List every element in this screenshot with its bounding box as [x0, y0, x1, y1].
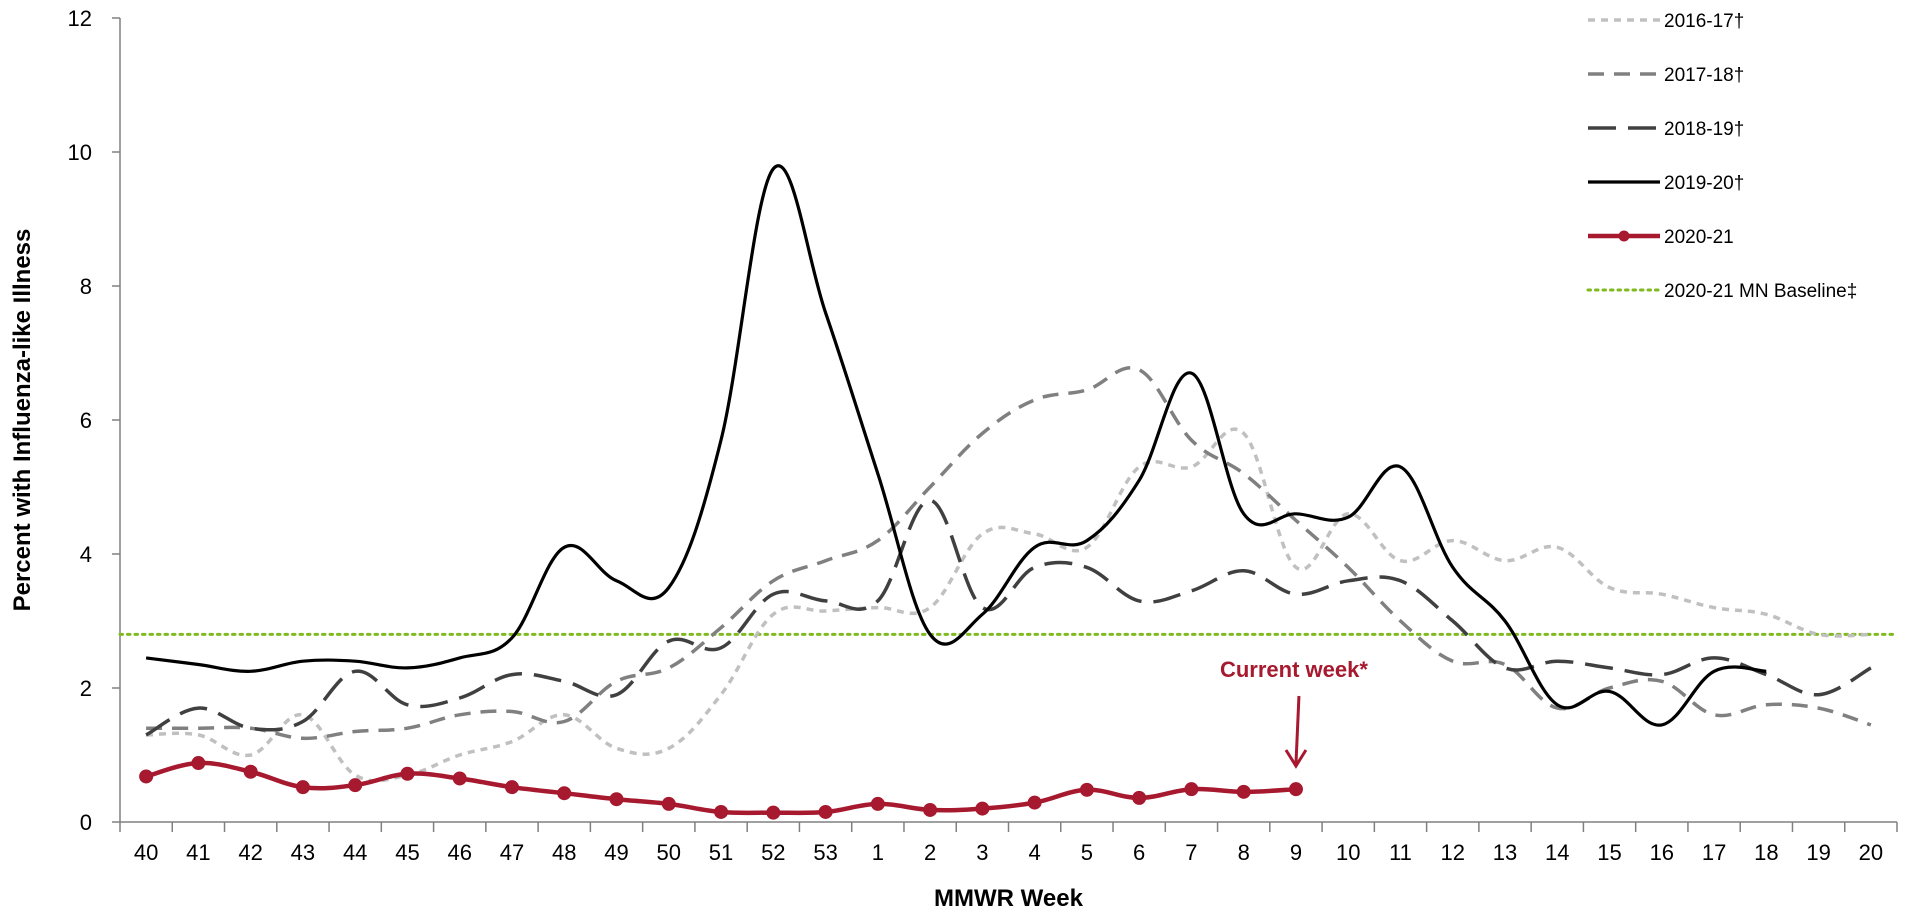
x-tick-label: 10	[1336, 840, 1360, 865]
x-tick-label: 2	[924, 840, 936, 865]
series-2017-18	[146, 366, 1872, 741]
data-point	[1079, 782, 1094, 797]
y-axis-title: Percent with Influenza-like Illness	[9, 229, 36, 612]
series-2018-19	[145, 498, 1872, 737]
y-tick-label: 12	[68, 6, 92, 31]
x-tick-label: 44	[343, 840, 367, 865]
x-tick-label: 40	[134, 840, 158, 865]
data-point	[661, 796, 676, 811]
series-2020-21	[139, 756, 1303, 820]
x-tick-label: 6	[1133, 840, 1145, 865]
y-ticks: 0 2 4 6 8 10 12	[68, 6, 120, 835]
series-layer	[118, 164, 1899, 820]
legend-label: 2019-20†	[1664, 173, 1744, 194]
current-week-annotation: Current week*	[1220, 657, 1368, 682]
data-point	[609, 792, 624, 807]
data-point	[714, 804, 729, 819]
legend-label: 2017-18†	[1664, 65, 1744, 86]
legend-label: 2016-17†	[1664, 11, 1744, 32]
x-tick-label: 15	[1597, 840, 1621, 865]
series-2019-20	[145, 164, 1767, 727]
legend-label: 2018-19†	[1664, 119, 1744, 140]
data-point	[975, 801, 990, 816]
y-tick-label: 10	[68, 140, 92, 165]
y-tick-label: 6	[80, 408, 92, 433]
current-week-arrow	[1294, 695, 1301, 765]
x-tick-label: 48	[552, 840, 576, 865]
data-point	[818, 804, 833, 819]
data-point	[766, 805, 781, 820]
x-tick-label: 1	[872, 840, 884, 865]
legend: 2016-17† 2017-18† 2018-19† 2019-20† 2020-21 2…	[1586, 11, 1857, 302]
x-tick-label: 42	[238, 840, 262, 865]
x-tick-label: 8	[1238, 840, 1250, 865]
x-tick-label: 4	[1029, 840, 1041, 865]
legend-label: 2020-21	[1664, 227, 1734, 248]
x-tick-label: 16	[1650, 840, 1674, 865]
x-tick-label: 17	[1702, 840, 1726, 865]
data-point	[923, 802, 938, 817]
data-point	[1184, 782, 1199, 797]
data-point	[400, 766, 415, 781]
data-point	[295, 780, 310, 795]
data-point	[1132, 790, 1147, 805]
x-tick-label: 47	[500, 840, 524, 865]
y-tick-label: 8	[80, 274, 92, 299]
x-tick-label: 11	[1389, 840, 1412, 865]
legend-item: 2020-21	[1588, 227, 1734, 248]
x-ticks: 40 41 42 43 44 45 46 47 48 49 50 51 52 53 1 2 3 4 5 6 7 8 9 10 1…	[119, 822, 1898, 865]
x-tick-label: 13	[1493, 840, 1517, 865]
data-point	[1027, 795, 1042, 810]
legend-item: 2019-20†	[1588, 173, 1744, 194]
legend-marker	[1618, 230, 1630, 242]
y-tick-label: 2	[80, 676, 92, 701]
series-line	[145, 498, 1872, 737]
x-tick-label: 7	[1185, 840, 1197, 865]
data-point	[504, 780, 519, 795]
x-tick-label: 51	[709, 840, 733, 865]
data-point	[348, 778, 363, 793]
legend-item: 2017-18†	[1588, 65, 1744, 86]
y-tick-label: 0	[80, 810, 92, 835]
y-tick-label: 4	[80, 542, 92, 567]
legend-item: 2020-21 MN Baseline‡	[1586, 281, 1857, 302]
data-point	[870, 796, 885, 811]
x-tick-label: 52	[761, 840, 785, 865]
x-tick-label: 19	[1806, 840, 1830, 865]
x-tick-label: 46	[447, 840, 471, 865]
x-axis-title: MMWR Week	[934, 885, 1084, 912]
data-point	[243, 764, 258, 779]
current-week-arrow-head	[1284, 749, 1308, 769]
series-line	[145, 164, 1767, 727]
x-tick-label: 43	[291, 840, 315, 865]
series-line	[146, 366, 1872, 741]
legend-label: 2020-21 MN Baseline‡	[1664, 281, 1857, 302]
legend-item: 2016-17†	[1588, 11, 1744, 32]
x-tick-label: 5	[1081, 840, 1093, 865]
data-point	[1288, 782, 1303, 797]
x-tick-label: 14	[1545, 840, 1569, 865]
data-point	[1236, 784, 1251, 799]
data-point	[452, 771, 467, 786]
annotation-layer: Current week*	[1220, 657, 1368, 769]
x-tick-label: 9	[1290, 840, 1302, 865]
x-tick-label: 41	[186, 840, 210, 865]
data-point	[139, 769, 154, 784]
x-tick-label: 20	[1859, 840, 1883, 865]
x-tick-label: 12	[1441, 840, 1465, 865]
x-tick-label: 49	[604, 840, 628, 865]
x-tick-label: 50	[657, 840, 681, 865]
data-point	[557, 786, 572, 801]
data-point	[191, 756, 206, 771]
x-tick-label: 53	[813, 840, 837, 865]
x-tick-label: 18	[1754, 840, 1778, 865]
x-tick-label: 45	[395, 840, 419, 865]
x-tick-label: 3	[976, 840, 988, 865]
legend-item: 2018-19†	[1588, 119, 1744, 140]
